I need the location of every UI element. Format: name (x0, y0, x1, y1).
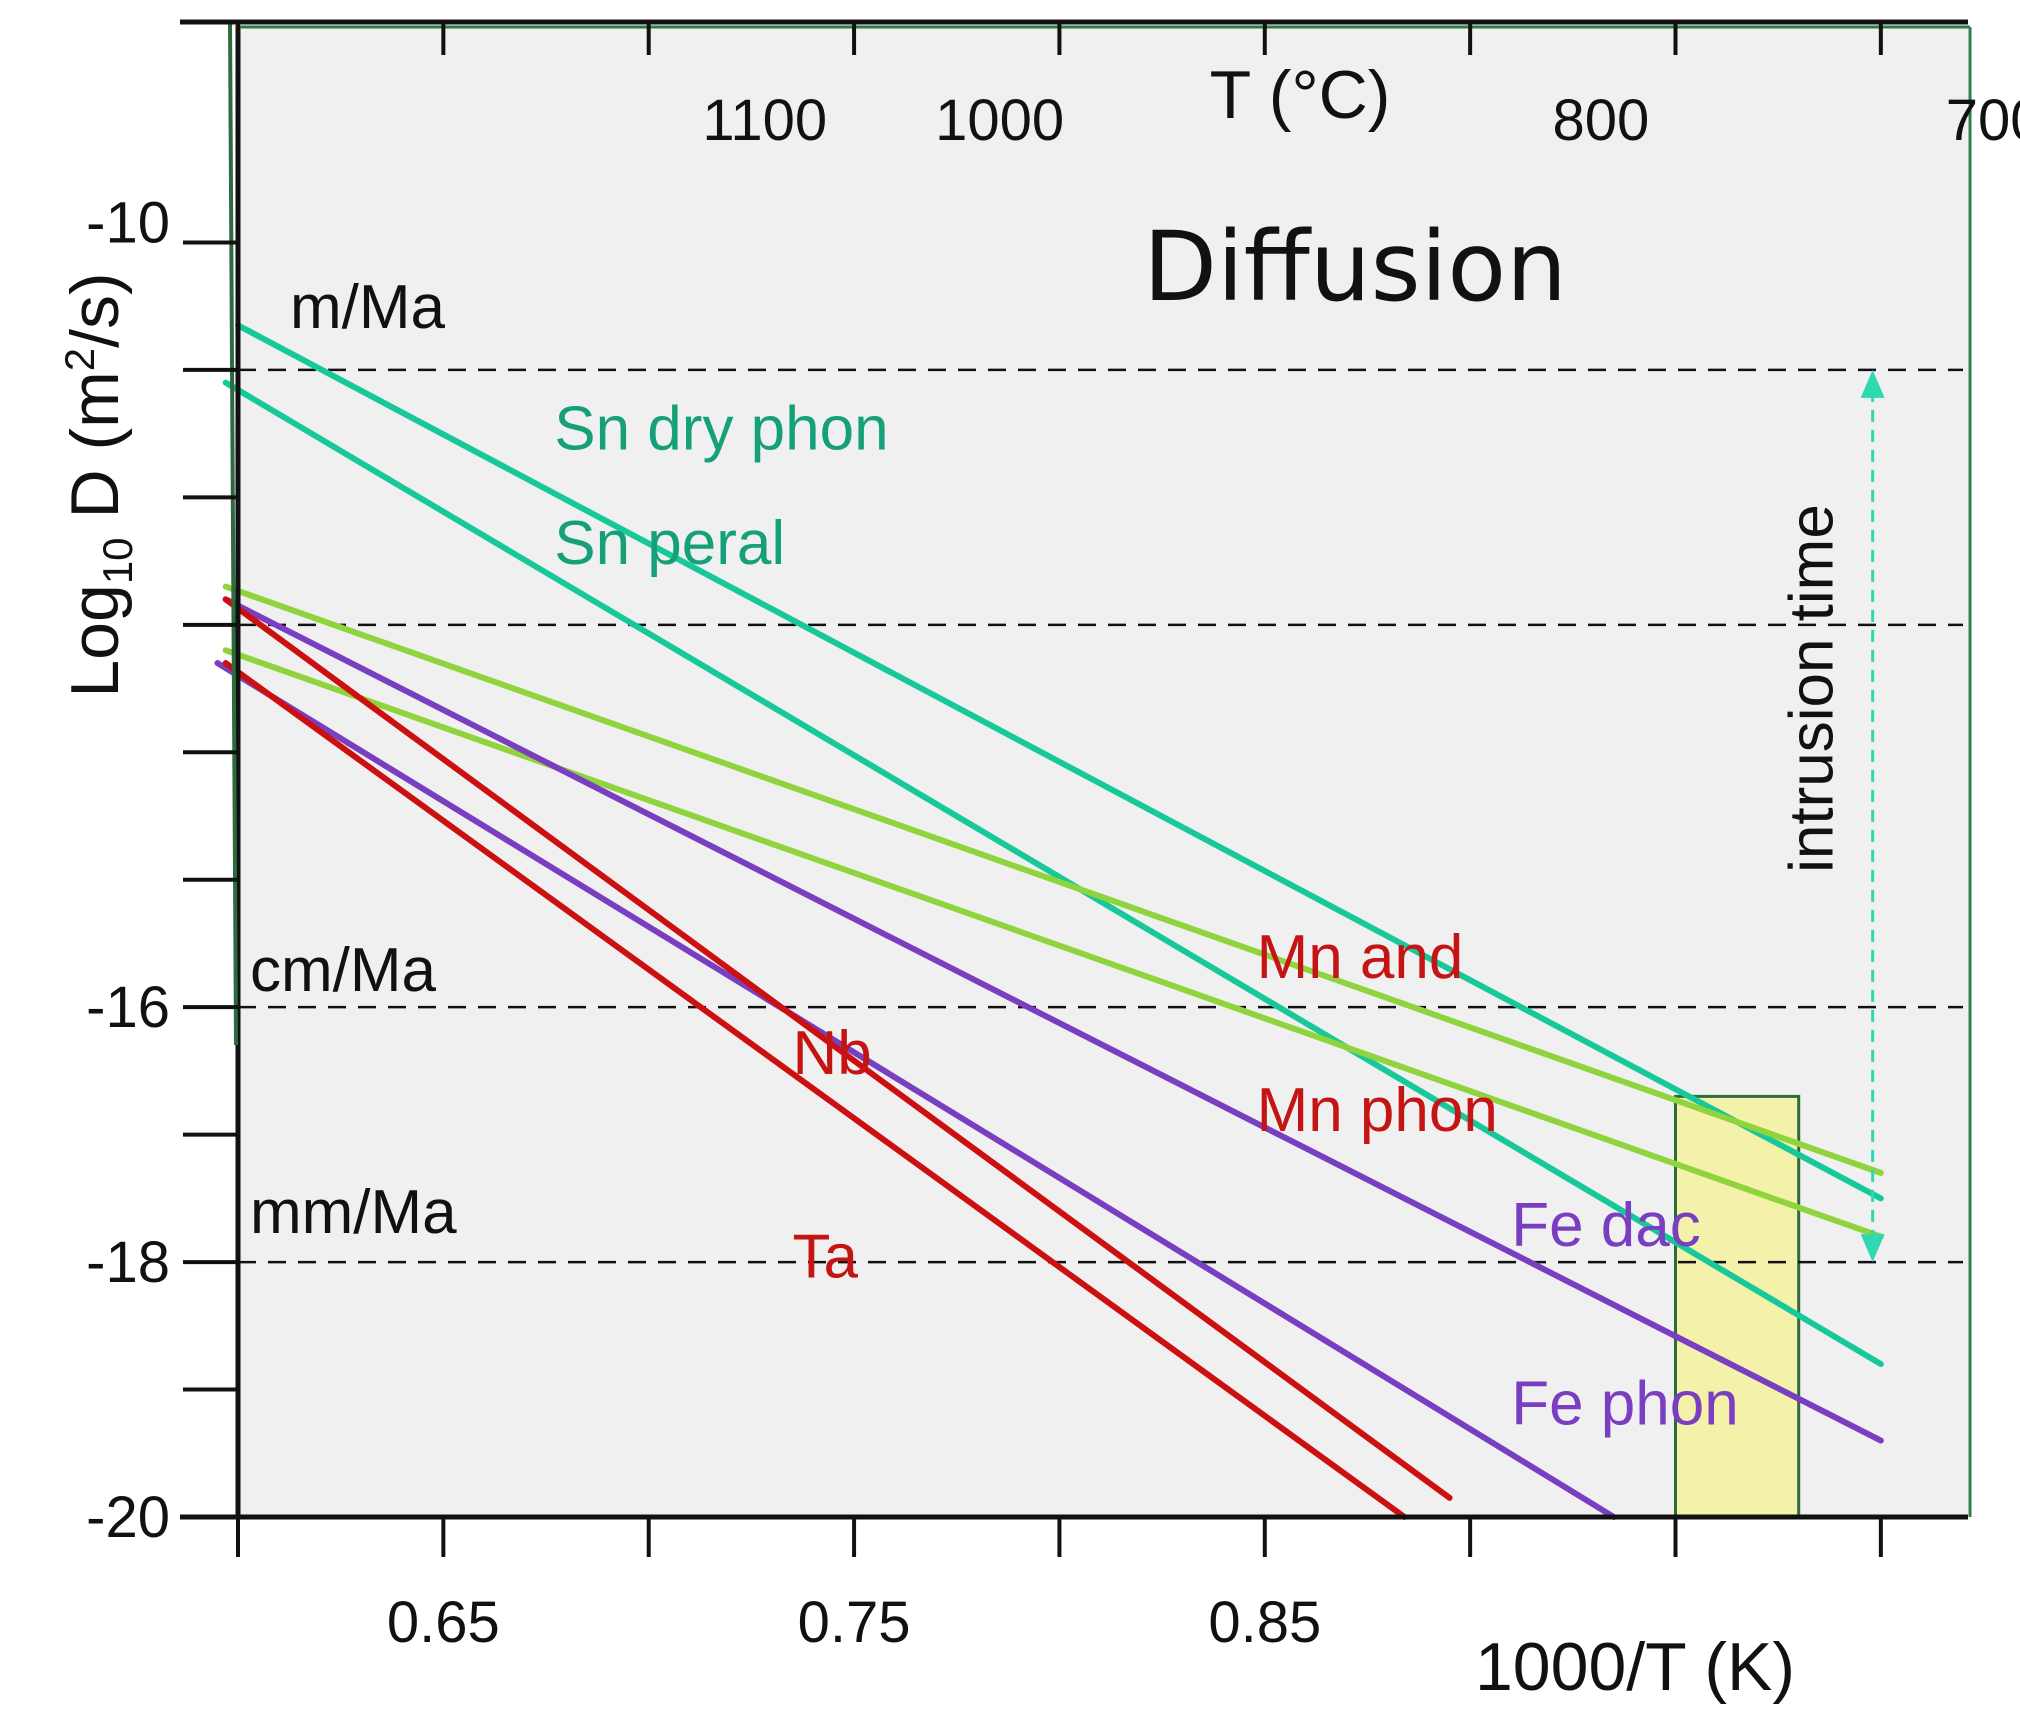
bottom-tick-label-0: 0.65 (387, 1590, 500, 1655)
reference-label-cm-ma: cm/Ma (250, 936, 437, 1005)
y-axis-title-subscript: 10 (94, 537, 141, 584)
series-label-ta: Ta (792, 1223, 858, 1292)
series-line-mn-phon (222, 647, 1884, 1240)
intrusion-time-layer: intrusion time (1778, 369, 1885, 1263)
axes-layer (180, 19, 1972, 1520)
series-line-sn-peral (222, 379, 1884, 1368)
series-line-sn-dry-phon (235, 322, 1884, 1202)
series-line-nb (222, 596, 1453, 1501)
bottom-tick-label-1: 0.75 (798, 1590, 911, 1655)
left-tick-label-3: -20 (86, 1485, 170, 1550)
series-line-fe-phon (214, 660, 1617, 1520)
y-axis-title-main: Log (57, 584, 133, 697)
series-label-sn-peral: Sn peral (554, 509, 785, 578)
top-tick-label-1100: 1100 (702, 88, 827, 153)
left-axis-secondary-line (228, 19, 238, 1046)
series-layer (214, 322, 1884, 1520)
series-label-mn-phon: Mn phon (1257, 1076, 1498, 1145)
series-label-mn-and: Mn and (1257, 923, 1464, 992)
left-tick-label-1: -16 (86, 975, 170, 1040)
series-line-fe-dac (222, 596, 1884, 1444)
series-line-mn-and (222, 583, 1884, 1176)
top-tick-label-700: 700 (1946, 88, 2020, 153)
x-axis-title: 1000/T (K) (1475, 1629, 1795, 1705)
top-axis-title: T (°C) (1210, 57, 1391, 133)
reference-lines-layer (238, 368, 1963, 1264)
series-label-nb: Nb (792, 1019, 871, 1088)
series-label-fe-dac: Fe dac (1511, 1191, 1701, 1260)
y-axis-title-superscript: 2 (56, 348, 103, 371)
left-tick-label-2: -18 (86, 1230, 170, 1295)
y-axis-title: Log10 D (m2/s) (56, 272, 141, 697)
top-tick-label-800: 800 (1553, 88, 1650, 153)
intrusion-time-label: intrusion time (1778, 504, 1847, 873)
series-line-ta (222, 660, 1408, 1520)
chart-title: Diffusion (1143, 211, 1567, 323)
y-axis-title-end: /s) (57, 272, 133, 348)
reference-label-m-ma: m/Ma (290, 273, 446, 342)
series-label-sn-dry-phon: Sn dry phon (554, 394, 888, 463)
labels-layer: Diffusion T (°C) 1000/T (K) Log10 D (m2/… (56, 57, 2020, 1705)
left-tick-label-0: -10 (86, 190, 170, 255)
intrusion-time-arrowhead-top (1860, 369, 1885, 398)
reference-label-mm-ma: mm/Ma (250, 1178, 457, 1247)
y-axis-title-rest: D (m (57, 371, 133, 537)
intrusion-time-arrowhead-bottom (1860, 1234, 1885, 1263)
bottom-tick-label-2: 0.85 (1208, 1590, 1321, 1655)
ticks-layer (183, 22, 1883, 1557)
top-tick-label-1000: 1000 (935, 88, 1064, 153)
series-label-fe-phon: Fe phon (1511, 1369, 1739, 1438)
